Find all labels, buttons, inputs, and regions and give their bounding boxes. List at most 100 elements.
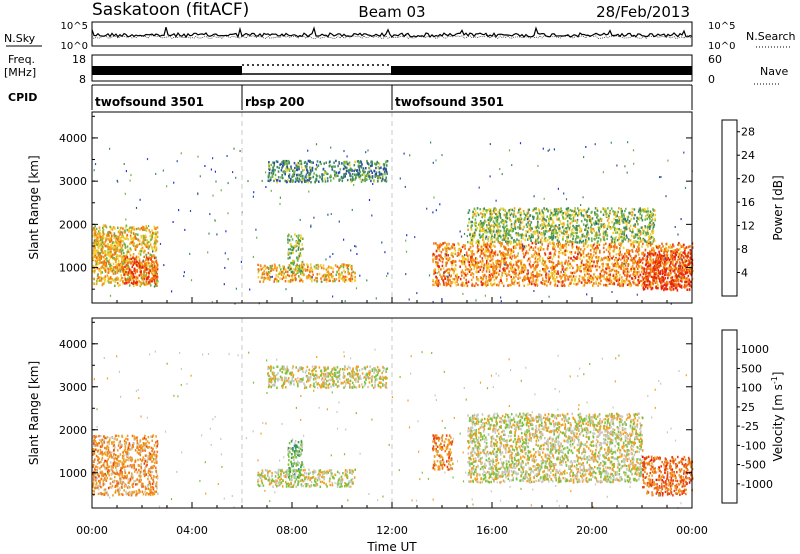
radar-echo-cell xyxy=(542,263,545,266)
radar-echo-cell xyxy=(584,267,587,271)
radar-echo-cell xyxy=(292,259,294,262)
radar-echo-cell xyxy=(510,240,513,244)
radar-echo-cell xyxy=(508,283,510,287)
radar-echo-cell xyxy=(146,239,149,242)
radar-echo-cell xyxy=(276,165,279,169)
radar-echo-cell xyxy=(472,213,474,216)
radar-echo-cell xyxy=(107,260,110,263)
radar-echo-cell xyxy=(284,161,286,164)
radar-echo-cell xyxy=(507,253,509,256)
radar-echo-cell xyxy=(474,263,477,267)
radar-echo-cell xyxy=(456,273,458,277)
radar-echo-cell xyxy=(136,283,139,287)
radar-echo-cell xyxy=(583,284,586,287)
radar-echo-cell xyxy=(528,235,531,238)
radar-echo-cell xyxy=(586,218,589,222)
radar-echo-cell xyxy=(306,168,308,172)
radar-echo-cell xyxy=(602,268,604,272)
radar-echo-cell xyxy=(323,278,326,282)
radar-echo-cell xyxy=(580,241,583,244)
radar-echo-cell xyxy=(500,259,503,263)
radar-echo-cell xyxy=(273,278,276,281)
radar-echo-cell xyxy=(368,163,370,166)
radar-echo-cell xyxy=(623,267,626,271)
radar-echo-cell xyxy=(533,269,535,272)
radar-echo-cell xyxy=(99,252,102,255)
radar-echo-cell xyxy=(309,177,311,181)
radar-echo-cell xyxy=(287,238,289,241)
radar-echo-cell xyxy=(463,260,466,264)
radar-echo-cell xyxy=(560,276,563,279)
radar-echo-cell xyxy=(442,258,444,261)
radar-echo-cell xyxy=(499,229,502,233)
radar-echo-cell xyxy=(338,279,340,282)
radar-echo-cell xyxy=(547,273,550,276)
freq-left-tick-high: 18 xyxy=(72,53,86,66)
radar-echo-cell xyxy=(442,248,444,251)
radar-echo-cell xyxy=(635,283,637,287)
radar-echo-cell xyxy=(345,169,348,173)
radar-echo-cell xyxy=(541,277,544,280)
radar-echo-cell xyxy=(549,251,552,254)
radar-echo-cell xyxy=(476,211,479,215)
radar-echo-cell xyxy=(105,239,107,242)
radar-echo-cell xyxy=(433,242,435,245)
radar-echo-cell xyxy=(133,242,135,245)
radar-echo-cell xyxy=(492,251,494,255)
radar-echo-cell xyxy=(373,170,376,173)
radar-echo-cell xyxy=(679,243,681,246)
radar-echo-cell xyxy=(100,244,103,247)
radar-echo-cell xyxy=(432,258,434,261)
radar-echo-cell xyxy=(293,171,295,175)
radar-echo-cell xyxy=(558,262,560,265)
radar-echo-cell xyxy=(623,221,626,224)
radar-echo-cell xyxy=(608,252,611,256)
radar-echo-cell xyxy=(150,262,153,266)
radar-echo-cell xyxy=(298,268,301,271)
radar-echo-cell xyxy=(444,255,446,258)
radar-echo-cell xyxy=(342,266,345,269)
radar-echo-cell xyxy=(272,268,275,272)
radar-echo-cell xyxy=(642,251,645,255)
radar-echo-cell xyxy=(589,218,592,222)
radar-echo-cell xyxy=(548,218,550,221)
radar-echo-cell xyxy=(453,260,455,264)
radar-echo-cell xyxy=(474,233,477,237)
radar-echo-cell xyxy=(623,233,625,236)
radar-echo-cell xyxy=(604,212,607,215)
radar-echo-cell xyxy=(622,255,625,258)
radar-echo-cell xyxy=(551,212,554,215)
radar-echo-cell xyxy=(587,207,590,210)
radar-echo-cell xyxy=(260,276,263,279)
radar-echo-cell xyxy=(149,269,151,272)
radar-echo-cell xyxy=(639,209,642,212)
radar-echo-cell xyxy=(334,174,336,177)
radar-echo-cell xyxy=(267,176,270,179)
radar-echo-cell xyxy=(599,239,602,243)
radar-echo-cell xyxy=(600,263,603,266)
radar-echo-cell xyxy=(595,282,597,285)
radar-echo-cell xyxy=(507,273,510,276)
radar-echo-cell xyxy=(133,233,136,237)
radar-echo-cell xyxy=(324,180,327,183)
radar-echo-cell xyxy=(349,172,351,175)
radar-echo-cell xyxy=(312,273,314,276)
radar-echo-cell xyxy=(471,260,474,264)
radar-echo-cell xyxy=(141,278,144,281)
radar-echo-cell xyxy=(296,263,298,266)
radar-echo-cell xyxy=(295,240,298,244)
radar-echo-cell xyxy=(118,235,120,238)
radar-echo-cell xyxy=(354,272,356,275)
radar-echo-cell xyxy=(444,270,446,274)
radar-echo-cell xyxy=(317,265,320,268)
radar-echo-cell xyxy=(281,176,284,180)
radar-echo-cell xyxy=(590,220,593,223)
radar-echo-cell xyxy=(130,236,132,239)
radar-echo-cell xyxy=(552,247,554,251)
radar-echo-cell xyxy=(612,264,615,267)
radar-echo-cell xyxy=(497,271,499,274)
radar-echo-cell xyxy=(303,161,306,164)
radar-echo-cell xyxy=(685,266,687,269)
radar-echo-cell xyxy=(622,237,625,241)
radar-echo-cell xyxy=(513,276,515,279)
